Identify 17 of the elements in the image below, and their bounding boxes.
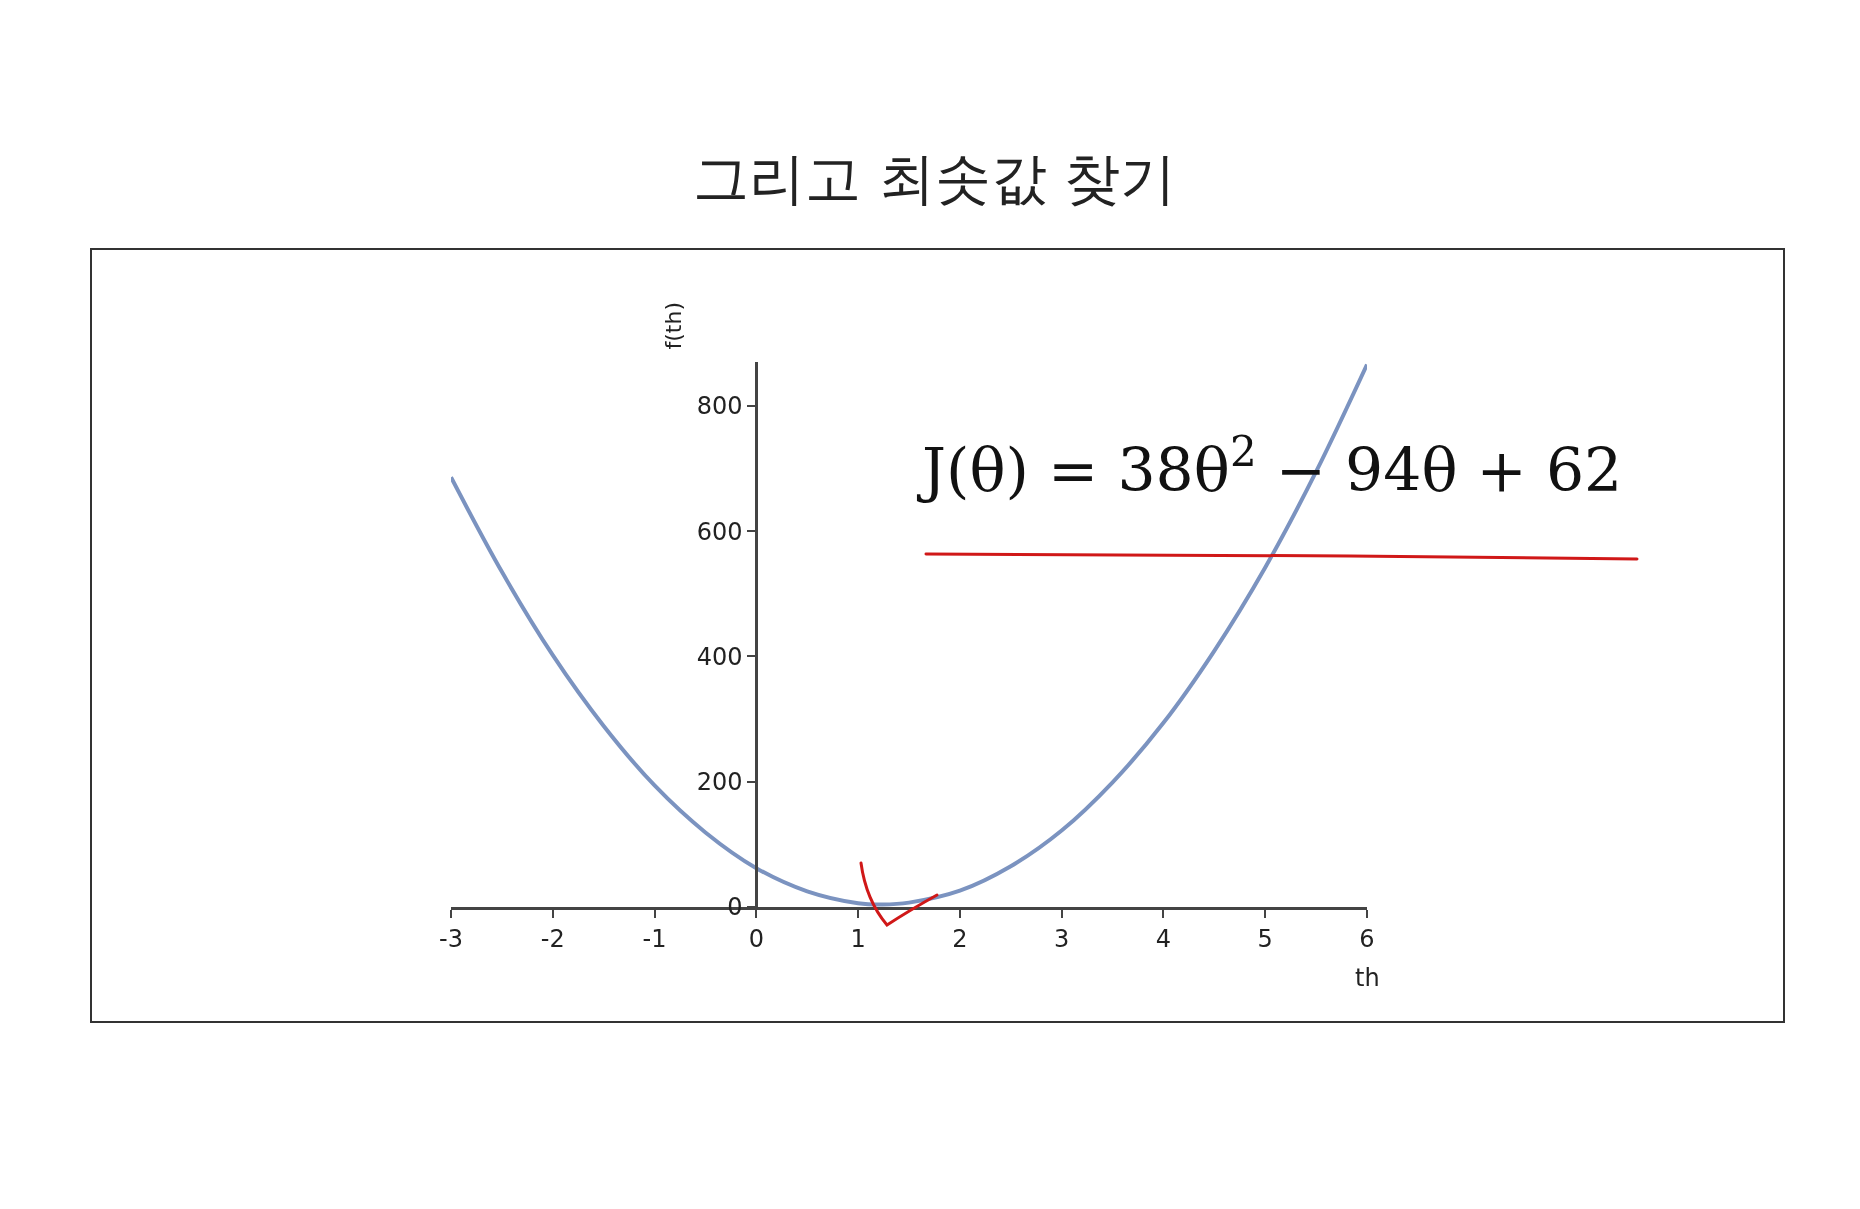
y-tick-label: 200 — [696, 768, 743, 797]
x-tick-label: -1 — [642, 924, 667, 953]
chart-title: 그리고 최솟값 찾기 — [692, 145, 1177, 211]
x-axis-title: th — [1355, 964, 1380, 992]
x-tick-label: 5 — [1257, 924, 1273, 953]
x-tick-label: 2 — [952, 924, 968, 953]
y-tick-label: 400 — [696, 642, 743, 671]
y-axis-title: f(th) — [661, 302, 687, 350]
x-tick-label: 6 — [1359, 924, 1375, 953]
x-tick-label: 3 — [1054, 924, 1070, 953]
x-tick-label: 0 — [748, 924, 764, 953]
x-tick-label: 4 — [1155, 924, 1172, 953]
x-tick-label: -3 — [439, 924, 463, 953]
x-tick-label: 1 — [850, 924, 866, 953]
y-tick-label: 600 — [696, 517, 743, 546]
y-tick-label: 800 — [696, 392, 743, 421]
x-tick-label: -2 — [540, 924, 565, 953]
